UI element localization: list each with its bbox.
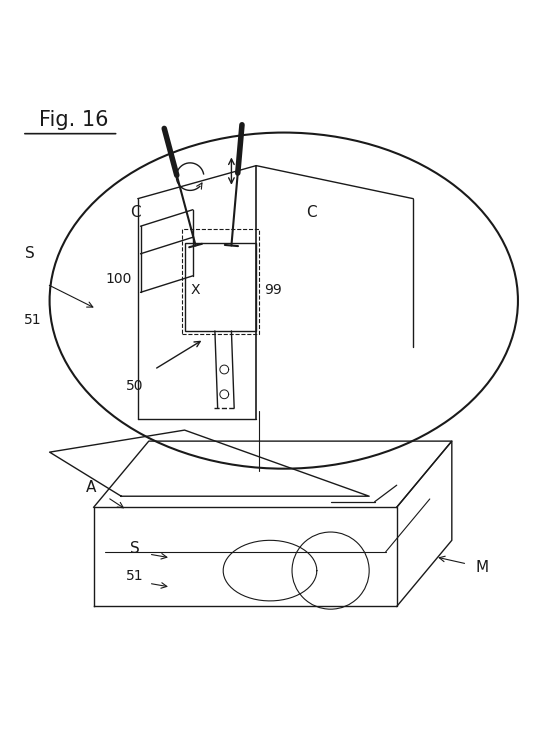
Text: Fig. 16: Fig. 16 <box>39 110 108 130</box>
Text: M: M <box>476 560 489 575</box>
Text: 51: 51 <box>24 313 42 327</box>
Text: C: C <box>306 205 317 220</box>
Text: S: S <box>130 541 140 556</box>
Text: A: A <box>86 481 96 496</box>
Text: S: S <box>25 246 35 261</box>
Text: C: C <box>129 205 141 220</box>
Text: 51: 51 <box>126 569 144 583</box>
Text: 50: 50 <box>126 379 144 393</box>
Text: 99: 99 <box>264 283 282 296</box>
Text: 100: 100 <box>105 272 132 286</box>
Text: X: X <box>191 283 201 296</box>
